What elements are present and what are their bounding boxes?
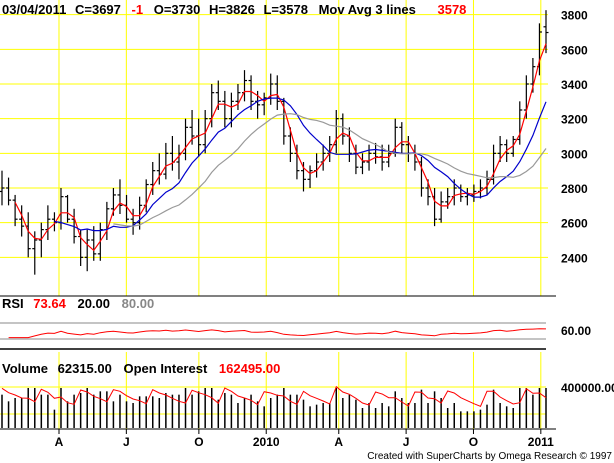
price-bar [163, 142, 169, 180]
rsi-label: RSI [2, 296, 24, 311]
volume-value: 62315.00 [58, 361, 112, 376]
x-tick-label-7: 2011 [528, 435, 554, 449]
credit-text: Created with SuperCharts by Omega Resear… [367, 451, 612, 462]
price-bar [287, 127, 293, 162]
volume-tick-400000: 400000.00 [561, 381, 614, 395]
price-bar [202, 110, 208, 154]
header-line: 03/04/2011 C=3697 -1 O=3730 H=3826 L=357… [2, 2, 466, 17]
price-bar [150, 162, 156, 195]
x-tick-label-1: J [123, 435, 130, 449]
x-tick-label-4: A [334, 435, 343, 449]
price-bar [307, 165, 313, 188]
header-date: 03/04/2011 [2, 2, 66, 17]
volume-header: Volume 62315.00 Open Interest 162495.00 [2, 361, 280, 376]
header-change: -1 [132, 2, 144, 17]
price-bar [84, 229, 90, 272]
rsi-value: 73.64 [33, 296, 66, 311]
price-tick-2600: 2600 [561, 217, 588, 231]
price-bar [130, 208, 136, 235]
price-bar [281, 97, 287, 145]
open-interest-label: Open Interest [123, 361, 207, 376]
open-interest-line [1, 385, 547, 407]
price-bar [183, 118, 189, 161]
price-bar [497, 136, 503, 162]
header-study: Mov Avg 3 lines [319, 2, 416, 17]
price-bar [359, 153, 365, 175]
price-bar [222, 90, 228, 128]
price-bar [65, 194, 71, 223]
price-bar [117, 179, 123, 214]
header-low: L=3578 [263, 2, 307, 17]
header-open: O=3730 [154, 2, 201, 17]
price-bar [399, 122, 405, 154]
rsi-panel: 60.00 [0, 322, 591, 340]
price-bar [366, 144, 372, 171]
moving-average-3 [14, 43, 547, 252]
x-tick-label-0: A [55, 435, 64, 449]
moving-average-lines [14, 43, 547, 252]
price-tick-3800: 3800 [561, 9, 588, 23]
moving-average-18 [113, 113, 547, 227]
rsi-header: RSI 73.64 20.00 80.00 [2, 296, 154, 311]
moving-average-9 [54, 97, 547, 232]
price-bar [438, 191, 444, 223]
x-tick-label-3: 2010 [253, 435, 280, 449]
price-tick-3000: 3000 [561, 147, 588, 161]
price-panel: 2400 2600 2800 3000 3200 3400 3600 3800 [0, 0, 588, 296]
price-axis-ticks: 2400 2600 2800 3000 3200 3400 3600 3800 [561, 9, 588, 266]
rsi-upper-value: 80.00 [122, 296, 155, 311]
price-bar [274, 75, 280, 110]
x-tick-label-2: O [194, 435, 203, 449]
header-high: H=3826 [209, 2, 255, 17]
price-tick-3600: 3600 [561, 43, 588, 57]
x-tick-label-5: J [403, 435, 410, 449]
price-tick-2400: 2400 [561, 251, 588, 265]
price-tick-3200: 3200 [561, 113, 588, 127]
price-bar [137, 196, 143, 230]
price-bar [235, 84, 241, 110]
rsi-line [8, 328, 547, 339]
volume-label: Volume [2, 361, 48, 376]
header-close: C=3697 [75, 2, 121, 17]
volume-panel: 400000.00 [0, 352, 614, 429]
header-study-value: 3578 [437, 2, 466, 17]
price-bar [248, 75, 254, 110]
rsi-tick-60: 60.00 [561, 324, 591, 338]
price-bar [12, 194, 18, 227]
price-bar [6, 177, 12, 206]
x-axis-ticks: A J O 2010 A J O 2011 [55, 429, 554, 449]
price-bar [0, 170, 5, 206]
rsi-lower-value: 20.00 [77, 296, 110, 311]
price-tick-3400: 3400 [561, 78, 588, 92]
price-bar [543, 10, 549, 54]
open-interest-value: 162495.00 [219, 361, 280, 376]
price-bar [261, 92, 267, 116]
price-bar [340, 113, 346, 145]
price-bar [517, 101, 523, 145]
price-tick-2800: 2800 [561, 182, 588, 196]
price-bar [91, 226, 97, 261]
price-bar [19, 205, 25, 237]
x-tick-label-6: O [469, 435, 478, 449]
